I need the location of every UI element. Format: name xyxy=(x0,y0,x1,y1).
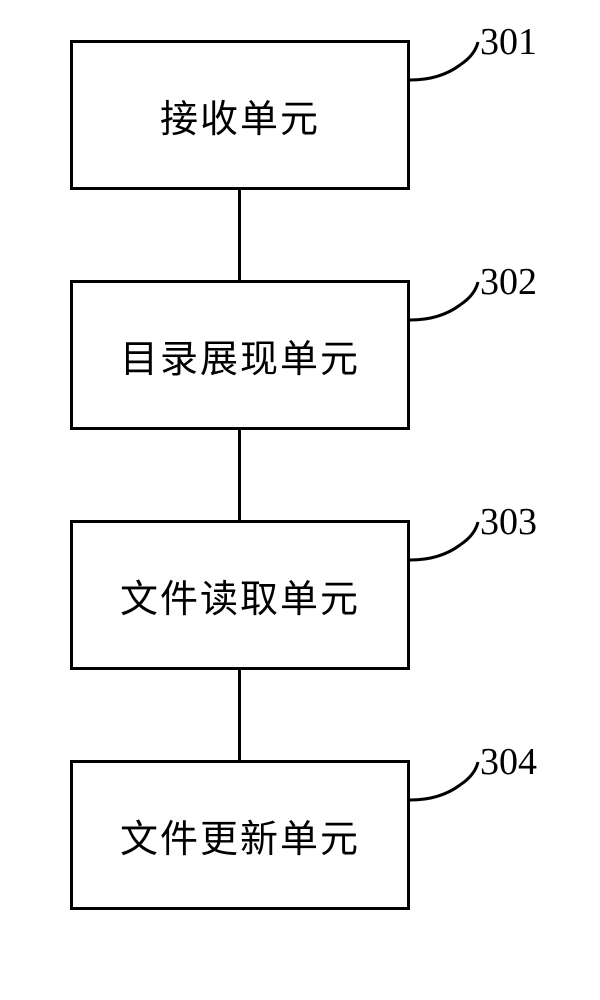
leader-line-icon xyxy=(410,40,490,100)
node-receiving-unit: 接收单元 xyxy=(70,40,410,190)
leader-line-icon xyxy=(410,520,490,580)
flowchart-diagram: 接收单元 301 目录展现单元 302 文件读取单元 303 文件更新单元 30… xyxy=(0,0,600,1000)
ref-number: 304 xyxy=(480,740,537,784)
connector-line xyxy=(238,430,241,520)
node-label: 目录展现单元 xyxy=(120,328,360,383)
ref-number: 302 xyxy=(480,260,537,304)
node-label: 文件读取单元 xyxy=(120,568,360,623)
node-file-read-unit: 文件读取单元 xyxy=(70,520,410,670)
node-catalog-display-unit: 目录展现单元 xyxy=(70,280,410,430)
ref-number: 303 xyxy=(480,500,537,544)
connector-line xyxy=(238,190,241,280)
node-label: 接收单元 xyxy=(160,88,320,143)
leader-line-icon xyxy=(410,280,490,340)
node-label: 文件更新单元 xyxy=(120,808,360,863)
connector-line xyxy=(238,670,241,760)
leader-line-icon xyxy=(410,760,490,820)
node-file-update-unit: 文件更新单元 xyxy=(70,760,410,910)
ref-number: 301 xyxy=(480,20,537,64)
